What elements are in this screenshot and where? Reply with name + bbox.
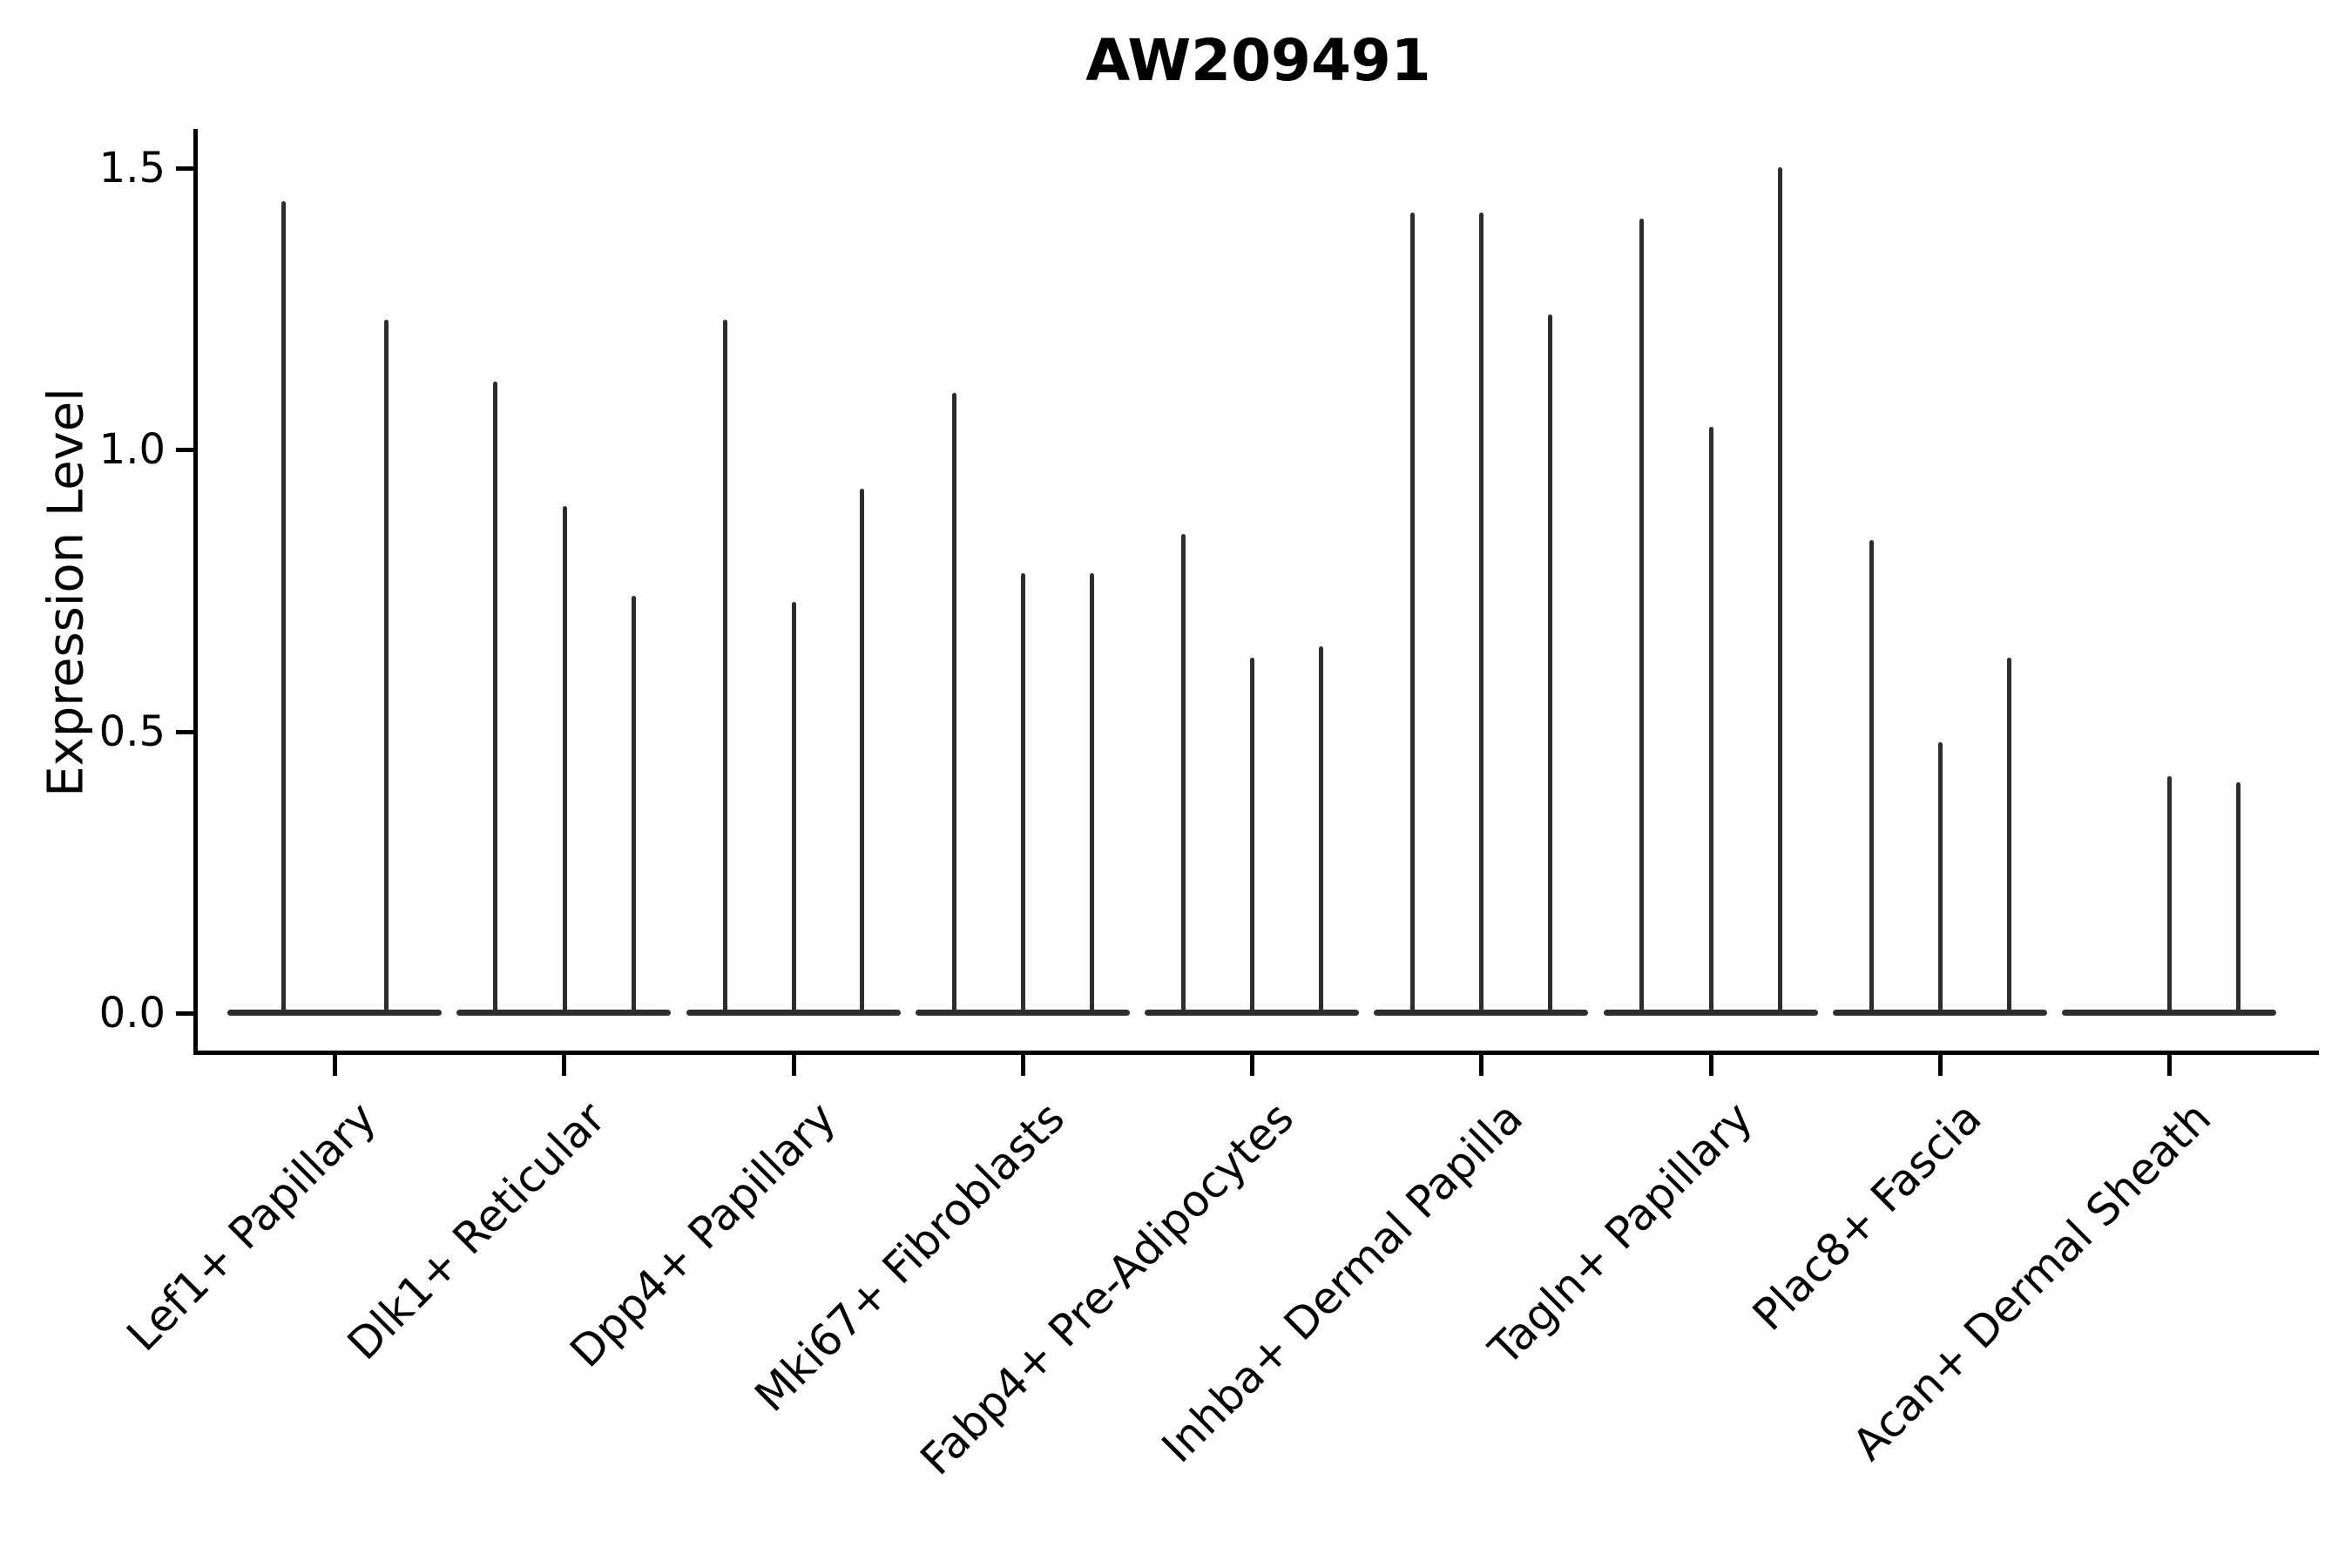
x-tick-label: Plac8+ Fascia	[1743, 1092, 1992, 1341]
violin-spike	[1090, 573, 1094, 1013]
violin-spike	[1778, 167, 1782, 1013]
y-tick-label: 1.5	[98, 143, 166, 193]
violin-spike	[952, 393, 956, 1013]
violin-spike	[632, 596, 636, 1013]
x-tick-mark	[1021, 1055, 1025, 1076]
violin-spike	[2167, 776, 2172, 1013]
y-tick-mark	[176, 448, 197, 452]
x-tick-mark	[1250, 1055, 1254, 1076]
violin-base	[227, 1010, 442, 1016]
violin-spike	[2236, 782, 2240, 1013]
y-tick-mark	[176, 166, 197, 171]
violin-spike	[1639, 219, 1644, 1013]
violin-spike	[1021, 573, 1025, 1013]
violin-spike	[281, 201, 286, 1013]
y-tick-label: 1.0	[98, 425, 166, 474]
x-tick-mark	[1709, 1055, 1713, 1076]
violin-spike	[2007, 658, 2011, 1013]
y-tick-label: 0.0	[98, 989, 166, 1037]
violin-spike	[1938, 742, 1943, 1013]
violin-spike	[563, 506, 567, 1013]
violin-spike	[1548, 314, 1552, 1013]
y-tick-mark	[176, 1011, 197, 1016]
y-tick-mark	[176, 729, 197, 734]
y-tick-label: 0.5	[98, 706, 166, 756]
x-axis-spine	[193, 1051, 2319, 1055]
x-tick-label: Lef1+ Papillary	[117, 1092, 387, 1362]
x-tick-mark	[1479, 1055, 1484, 1076]
x-tick-label: Fabp4+ Pre-Adipocytes	[910, 1092, 1304, 1485]
violin-spike	[1181, 534, 1186, 1013]
violin-spike	[1869, 540, 1874, 1013]
violin-spike	[1319, 646, 1323, 1013]
x-tick-mark	[333, 1055, 337, 1076]
violin-spike	[1250, 658, 1254, 1013]
violin-spike	[1479, 213, 1484, 1013]
violin-spike	[384, 320, 389, 1013]
violin-spike	[723, 320, 727, 1013]
violin-spike	[1709, 427, 1713, 1013]
violin-spike	[792, 602, 796, 1013]
x-tick-mark	[2167, 1055, 2172, 1076]
violin-spike	[493, 382, 497, 1013]
violin-spike	[860, 489, 864, 1013]
violin-spike	[1410, 213, 1415, 1013]
y-axis-spine	[193, 129, 198, 1055]
x-tick-mark	[1938, 1055, 1943, 1076]
x-tick-mark	[792, 1055, 796, 1076]
chart-title: AW209491	[1085, 27, 1431, 94]
x-tick-mark	[562, 1055, 566, 1076]
